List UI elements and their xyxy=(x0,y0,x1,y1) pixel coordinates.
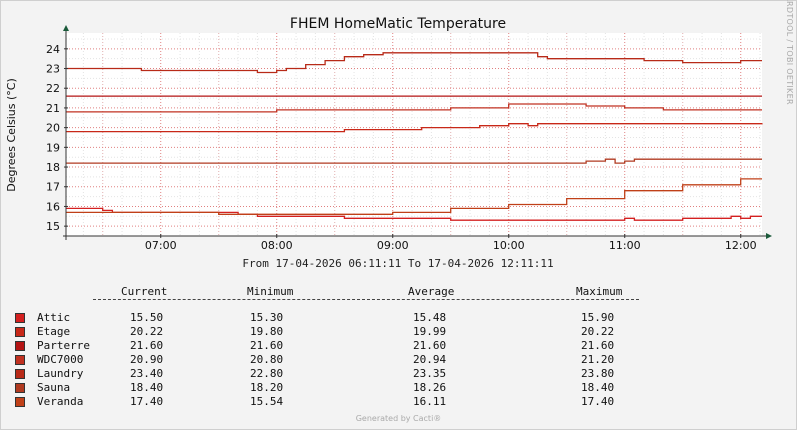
legend-current-value: 20.22 xyxy=(130,325,164,338)
plot-area xyxy=(66,33,762,236)
y-tick-label: 16 xyxy=(46,200,60,213)
legend-swatch xyxy=(15,397,25,407)
rrdtool-watermark: RRDTOOL / TOBI OETIKER xyxy=(785,0,794,105)
legend-maximum-value: 17.40 xyxy=(581,395,615,408)
legend-minimum-value: 15.54 xyxy=(250,395,284,408)
legend-swatch xyxy=(15,369,25,379)
legend-swatch xyxy=(15,313,25,323)
legend-separator xyxy=(93,299,639,300)
legend-average-value: 18.26 xyxy=(413,381,447,394)
date-range-text: From 17-04-2026 06:11:11 To 17-04-2026 1… xyxy=(242,257,553,270)
legend-current-value: 23.40 xyxy=(130,367,164,380)
legend-header-minimum: Minimum xyxy=(247,285,294,298)
legend-current-value: 20.90 xyxy=(130,353,164,366)
legend-series-name: Parterre xyxy=(37,339,90,352)
legend-maximum-value: 21.60 xyxy=(581,339,615,352)
legend-swatch xyxy=(15,327,25,337)
legend-series-name: Sauna xyxy=(37,381,71,394)
series-line-veranda xyxy=(66,178,762,215)
legend-swatch xyxy=(15,341,25,351)
legend-current-value: 15.50 xyxy=(130,311,164,324)
legend-series-name: WDC7000 xyxy=(37,353,84,366)
legend-minimum-value: 19.80 xyxy=(250,325,284,338)
legend-average-value: 19.99 xyxy=(413,325,447,338)
y-tick-label: 15 xyxy=(46,220,60,233)
legend-average-value: 20.94 xyxy=(413,353,447,366)
y-tick-label: 17 xyxy=(46,181,60,194)
legend-average-value: 23.35 xyxy=(413,367,447,380)
legend-current-value: 18.40 xyxy=(130,381,164,394)
legend-average-value: 15.48 xyxy=(413,311,447,324)
y-tick-label: 22 xyxy=(46,82,60,95)
x-axis-arrow xyxy=(766,233,772,239)
y-tick-label: 19 xyxy=(46,141,60,154)
legend-minimum-value: 20.80 xyxy=(250,353,284,366)
legend-maximum-value: 23.80 xyxy=(581,367,615,380)
legend-row-parterre: Parterre 21.60 21.60 21.60 21.60 xyxy=(10,339,650,353)
legend-minimum-value: 22.80 xyxy=(250,367,284,380)
y-tick-label: 21 xyxy=(46,102,60,115)
series-line-wdc7000 xyxy=(66,103,762,113)
legend-series-name: Laundry xyxy=(37,367,84,380)
legend-current-value: 21.60 xyxy=(130,339,164,352)
legend-series-name: Attic xyxy=(37,311,71,324)
legend-row-veranda: Veranda 17.40 15.54 16.11 17.40 xyxy=(10,395,650,409)
legend-series-name: Etage xyxy=(37,325,71,338)
legend-row-sauna: Sauna 18.40 18.20 18.26 18.40 xyxy=(10,381,650,395)
legend-minimum-value: 18.20 xyxy=(250,381,284,394)
y-axis-ticks: 15 16 17 18 19 20 21 22 23 24 xyxy=(46,43,68,233)
chart-title: FHEM HomeMatic Temperature xyxy=(290,16,506,32)
x-tick-label: 09:00 xyxy=(377,239,409,252)
legend-current-value: 17.40 xyxy=(130,395,164,408)
legend-maximum-value: 15.90 xyxy=(581,311,615,324)
legend-minimum-value: 15.30 xyxy=(250,311,284,324)
legend-maximum-value: 21.20 xyxy=(581,353,615,366)
x-tick-label: 08:00 xyxy=(261,239,293,252)
legend-maximum-value: 20.22 xyxy=(581,325,615,338)
series-line-etage xyxy=(66,123,763,133)
y-tick-label: 23 xyxy=(46,63,60,76)
y-tick-label: 20 xyxy=(46,122,60,135)
legend-row-wdc7000: WDC7000 20.90 20.80 20.94 21.20 xyxy=(10,353,650,367)
legend-swatch xyxy=(15,383,25,393)
x-tick-label: 11:00 xyxy=(609,239,641,252)
series-line-sauna xyxy=(66,158,762,164)
legend-series-name: Veranda xyxy=(37,395,84,408)
x-tick-label: 12:00 xyxy=(725,239,757,252)
legend-row-etage: Etage 20.22 19.80 19.99 20.22 xyxy=(10,325,650,339)
legend-row-laundry: Laundry 23.40 22.80 23.35 23.80 xyxy=(10,367,650,381)
y-axis-arrow xyxy=(63,25,69,31)
legend-swatch xyxy=(15,355,25,365)
x-tick-label: 07:00 xyxy=(145,239,177,252)
legend-minimum-value: 21.60 xyxy=(250,339,284,352)
series-line-laundry xyxy=(66,52,762,74)
legend-maximum-value: 18.40 xyxy=(581,381,615,394)
x-axis-ticks: 07:00 08:00 09:00 10:00 11:00 12:00 xyxy=(145,234,757,252)
y-tick-label: 24 xyxy=(46,43,60,56)
legend-average-value: 16.11 xyxy=(413,395,447,408)
y-axis-label: Degrees Celsius (°C) xyxy=(5,78,18,192)
footer-credit: Generated by Cacti® xyxy=(355,414,442,423)
legend-header-average: Average xyxy=(408,285,455,298)
legend-header-maximum: Maximum xyxy=(576,285,623,298)
axes xyxy=(63,25,772,240)
legend-row-attic: Attic 15.50 15.30 15.48 15.90 xyxy=(10,311,650,325)
series-lines xyxy=(66,52,763,221)
y-tick-label: 18 xyxy=(46,161,60,174)
x-tick-label: 10:00 xyxy=(493,239,525,252)
legend-average-value: 21.60 xyxy=(413,339,447,352)
plot-background xyxy=(66,33,762,236)
legend-header-current: Current xyxy=(121,285,168,298)
